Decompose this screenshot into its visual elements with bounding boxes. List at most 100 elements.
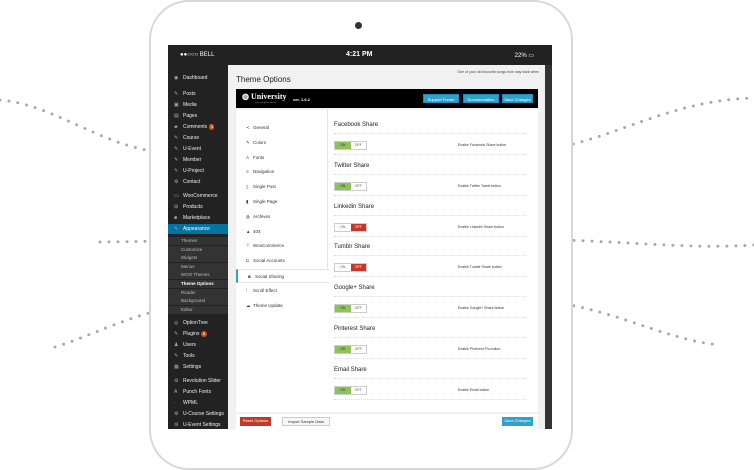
- support-forum-button[interactable]: Support Forum: [423, 94, 459, 103]
- sidebar-item-comments[interactable]: ▰ Comments 3: [168, 122, 228, 132]
- submenu-item-background[interactable]: Background: [168, 297, 228, 306]
- marketplace-icon: ■: [174, 215, 178, 221]
- nav-item-social-accounts[interactable]: ◘ Social Accounts: [236, 254, 328, 268]
- toggle-off[interactable]: OFF: [350, 223, 366, 231]
- sidebar-item-punch-fonts[interactable]: A Punch Fonts: [168, 387, 228, 397]
- fonts-icon: A: [174, 389, 178, 395]
- sidebar-item-course[interactable]: ✎ Course: [168, 133, 228, 143]
- nav-item-single-post[interactable]: ▯ Single Post: [236, 180, 328, 194]
- sidebar-item-media[interactable]: ▣ Media: [168, 100, 228, 110]
- sidebar-item-label: U-Event: [183, 146, 202, 152]
- social-icon: ◘: [246, 258, 249, 264]
- sidebar-item-plugins[interactable]: ✎ Plugins 8: [168, 329, 228, 339]
- page-title: Theme Options: [236, 75, 291, 84]
- wpml-icon: ·: [174, 400, 176, 406]
- media-icon: ▣: [174, 102, 179, 108]
- sidebar-item-tools[interactable]: ✎ Tools: [168, 351, 228, 361]
- sidebar-item-marketplace[interactable]: ■ Marketplace: [168, 213, 228, 223]
- nav-item-scroll-effect[interactable]: ⁞ Scroll Effect: [236, 284, 328, 298]
- nav-item-archives[interactable]: ◍ Archives: [236, 210, 328, 224]
- scrollbar[interactable]: [545, 65, 552, 429]
- divider: [334, 296, 526, 298]
- sidebar-item-settings[interactable]: ▦ Settings: [168, 362, 228, 372]
- count-badge: 8: [201, 331, 207, 337]
- nav-item-fonts[interactable]: A Fonts: [236, 151, 328, 165]
- toggle-linkedin-share[interactable]: ON OFF: [334, 222, 367, 232]
- toggle-on[interactable]: ON: [335, 182, 351, 190]
- sidebar-item-member[interactable]: ✎ Member: [168, 155, 228, 165]
- sidebar-item-u-course-settings[interactable]: ⚙ U-Course Settings: [168, 409, 228, 419]
- submenu-item-themes[interactable]: Themes: [168, 237, 228, 245]
- sidebar-item-label: Course: [183, 135, 200, 141]
- toggle-on[interactable]: ON: [335, 142, 351, 149]
- page-icon: ▮: [246, 199, 249, 204]
- toggle-on[interactable]: ON: [340, 224, 346, 229]
- toggle-tumblr-share[interactable]: ON OFF: [334, 263, 367, 273]
- toggle-off[interactable]: OFF: [354, 387, 362, 392]
- submenu-item-editor[interactable]: Editor: [168, 305, 228, 314]
- toggle-on[interactable]: ON: [335, 386, 351, 394]
- sidebar-item-products[interactable]: ⊞ Products: [168, 202, 228, 212]
- sidebar-item-optiontree[interactable]: ◎ OptionTree: [168, 318, 228, 328]
- sidebar-item-pages[interactable]: ▤ Pages: [168, 111, 228, 121]
- sidebar-item-posts[interactable]: ✎ Posts: [168, 89, 228, 99]
- sidebar-item-wpml[interactable]: · WPML: [168, 398, 228, 408]
- sidebar-item-label: Marketplace: [183, 215, 211, 221]
- nav-item-label: Theme Update: [253, 302, 283, 308]
- version: ver. 1.6.2: [293, 97, 310, 102]
- toggle-off[interactable]: OFF: [354, 183, 362, 188]
- scroll-icon: ⁞: [246, 287, 248, 293]
- sidebar-item-label: Member: [183, 157, 202, 163]
- toggle-off[interactable]: OFF: [354, 143, 362, 147]
- nav-item-woocommerce[interactable]: ⊤ WooCommerce: [236, 239, 328, 253]
- save-changes-button-bottom[interactable]: Save Changes: [502, 417, 533, 426]
- divider: [334, 214, 526, 216]
- post-icon: ▯: [246, 184, 249, 190]
- toggle-on[interactable]: ON: [335, 346, 351, 353]
- toggle-on[interactable]: ON: [335, 305, 351, 313]
- sidebar-item-revolution-slider[interactable]: ⚙ Revolution Slider: [168, 376, 228, 386]
- save-changes-button[interactable]: Save Changes: [502, 94, 533, 103]
- sidebar-item-contact[interactable]: ⚙ Contact: [168, 177, 228, 187]
- nav-item-theme-update[interactable]: ☁ Theme Update: [236, 299, 328, 313]
- nav-item-label: Archives: [253, 213, 271, 219]
- toggle-on[interactable]: ON: [340, 265, 346, 270]
- sidebar-item-u-project[interactable]: ✎ U-Project: [168, 166, 228, 176]
- sidebar-item-woocommerce[interactable]: ▭ WooCommerce: [168, 191, 228, 201]
- import-sample-data-button[interactable]: Import Sample Data: [282, 417, 330, 426]
- sidebar-item-label: U-Course Settings: [183, 411, 224, 417]
- sidebar-item-appearance[interactable]: ✎ Appearance: [168, 224, 228, 234]
- sidebar-item-label: OptionTree: [183, 320, 208, 326]
- nav-item-404[interactable]: ▲ 404: [236, 225, 328, 239]
- submenu-item-widgets[interactable]: Widgets: [168, 254, 228, 263]
- reset-options-button[interactable]: Reset Options: [240, 417, 271, 426]
- sidebar-item-dashboard[interactable]: ◉ Dashboard: [168, 73, 228, 83]
- toggle-off[interactable]: OFF: [354, 347, 362, 351]
- divider: [334, 276, 526, 278]
- menu-icon: ≡: [246, 169, 249, 175]
- toggle-off[interactable]: OFF: [354, 306, 362, 311]
- documentation-button[interactable]: Documentation: [463, 94, 499, 103]
- submenu-item-menus[interactable]: Menus: [168, 262, 228, 271]
- nav-item-social-sharing[interactable]: ◙ Social Sharing: [236, 269, 329, 283]
- nav-item-navigation[interactable]: ≡ Navigation: [236, 165, 328, 179]
- sidebar-item-u-event-settings[interactable]: ⚙ U-Event Settings: [168, 420, 228, 429]
- sidebar-item-label: Products: [183, 204, 203, 210]
- sidebar-item-users[interactable]: ♟ Users: [168, 340, 228, 350]
- submenu-item-customize[interactable]: Customize: [168, 245, 228, 254]
- nav-item-colors[interactable]: ✎ Colors: [236, 136, 328, 150]
- sidebar-item-label: Appearance: [183, 226, 210, 232]
- submenu-item-theme-options[interactable]: Theme Options: [168, 280, 228, 288]
- toggle-pinterest-share[interactable]: ON OFF: [334, 345, 367, 354]
- toggle-off[interactable]: OFF: [350, 264, 366, 272]
- toggle-email-share[interactable]: ON OFF: [334, 385, 367, 395]
- sidebar-item-u-event[interactable]: ✎ U-Event: [168, 144, 228, 154]
- wrench-icon: ✎: [174, 353, 179, 359]
- submenu-item-reader[interactable]: Reader: [168, 288, 228, 297]
- toggle-twitter-share[interactable]: ON OFF: [334, 181, 367, 191]
- nav-item-general[interactable]: ≺ General: [236, 121, 328, 135]
- submenu-item-woo-themes[interactable]: WOO Themes: [168, 271, 228, 280]
- nav-item-single-page[interactable]: ▮ Single Page: [236, 195, 328, 209]
- toggle-google-share[interactable]: ON OFF: [334, 304, 367, 314]
- toggle-facebook-share[interactable]: ON OFF: [334, 141, 367, 150]
